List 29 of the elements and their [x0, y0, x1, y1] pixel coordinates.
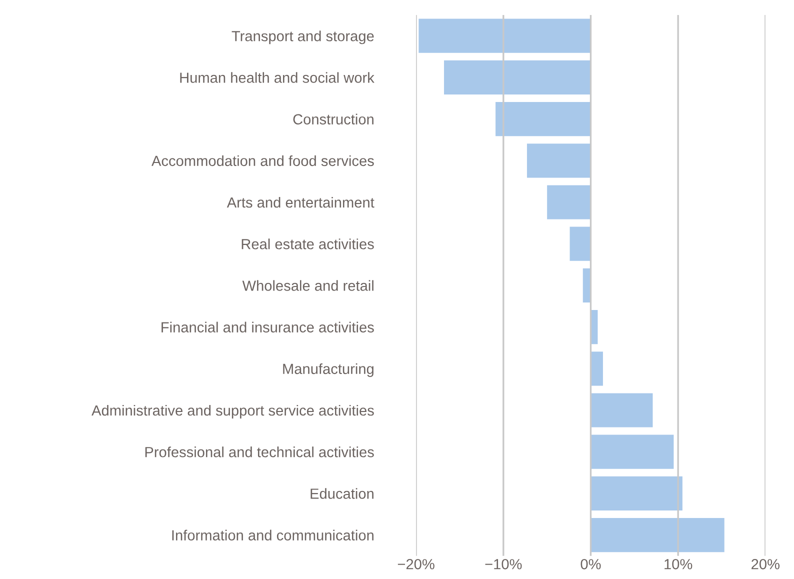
y-tick-label: Construction [293, 114, 374, 124]
y-tick-label: Administrative and support service activities [92, 404, 374, 419]
bar [590, 476, 682, 510]
x-tick-label: 20% [752, 559, 780, 570]
y-tick-label: Professional and technical activities [145, 446, 374, 458]
y-tick-label: Transport and storage [232, 30, 374, 44]
bar [418, 18, 591, 53]
y-tick-label: Arts and entertainment [226, 196, 374, 208]
bar [526, 144, 591, 178]
y-tick-label: Financial and insurance activities [162, 322, 374, 332]
bar [590, 518, 724, 552]
bar [444, 60, 591, 95]
bar [590, 393, 653, 428]
y-tick-label: Real estate activities [242, 238, 374, 250]
bar [496, 102, 591, 136]
x-tick-label: 10% [664, 559, 692, 570]
y-tick-label: Wholesale and retail [242, 280, 374, 291]
y-tick-label: Human health and social work [180, 72, 374, 83]
x-tick-label: −10% [485, 559, 522, 570]
x-tick-label: 0% [580, 559, 601, 570]
x-tick-label: −20% [398, 559, 434, 570]
bar [547, 185, 591, 220]
y-tick-label: Education [310, 488, 374, 499]
bar [570, 226, 591, 261]
y-tick-label: Accommodation and food services [152, 155, 374, 166]
y-tick-label: Information and communication [172, 530, 374, 540]
bar [590, 434, 674, 469]
y-tick-label: Manufacturing [283, 363, 374, 377]
bar [590, 352, 603, 386]
